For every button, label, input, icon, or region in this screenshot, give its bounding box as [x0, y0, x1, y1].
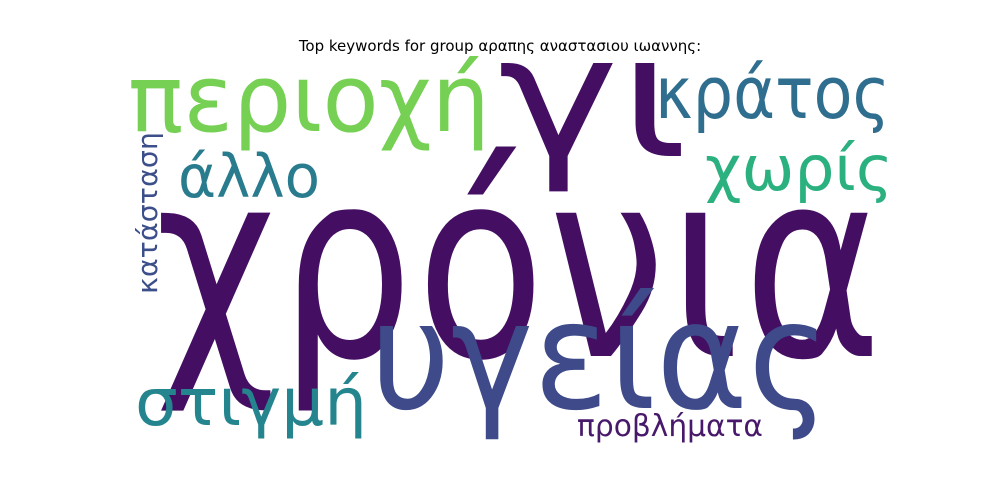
word-katastasi: κατάσταση [131, 132, 164, 294]
word-xronia: χρόνια [155, 113, 885, 418]
word-allo: άλλο [178, 142, 320, 212]
word-choris: χωρίς [705, 132, 893, 205]
word-periochi: περιοχή [128, 45, 490, 154]
word-gi: γι [498, 0, 688, 197]
word-kratos: κράτος [655, 51, 890, 135]
word-stigmi: στιγμή [135, 364, 367, 441]
word-provlimata: προβλήματα [577, 409, 763, 444]
word-ygeias: υγείας [370, 270, 830, 444]
chart-title: Top keywords for group αραπης αναστασιου… [298, 37, 702, 55]
